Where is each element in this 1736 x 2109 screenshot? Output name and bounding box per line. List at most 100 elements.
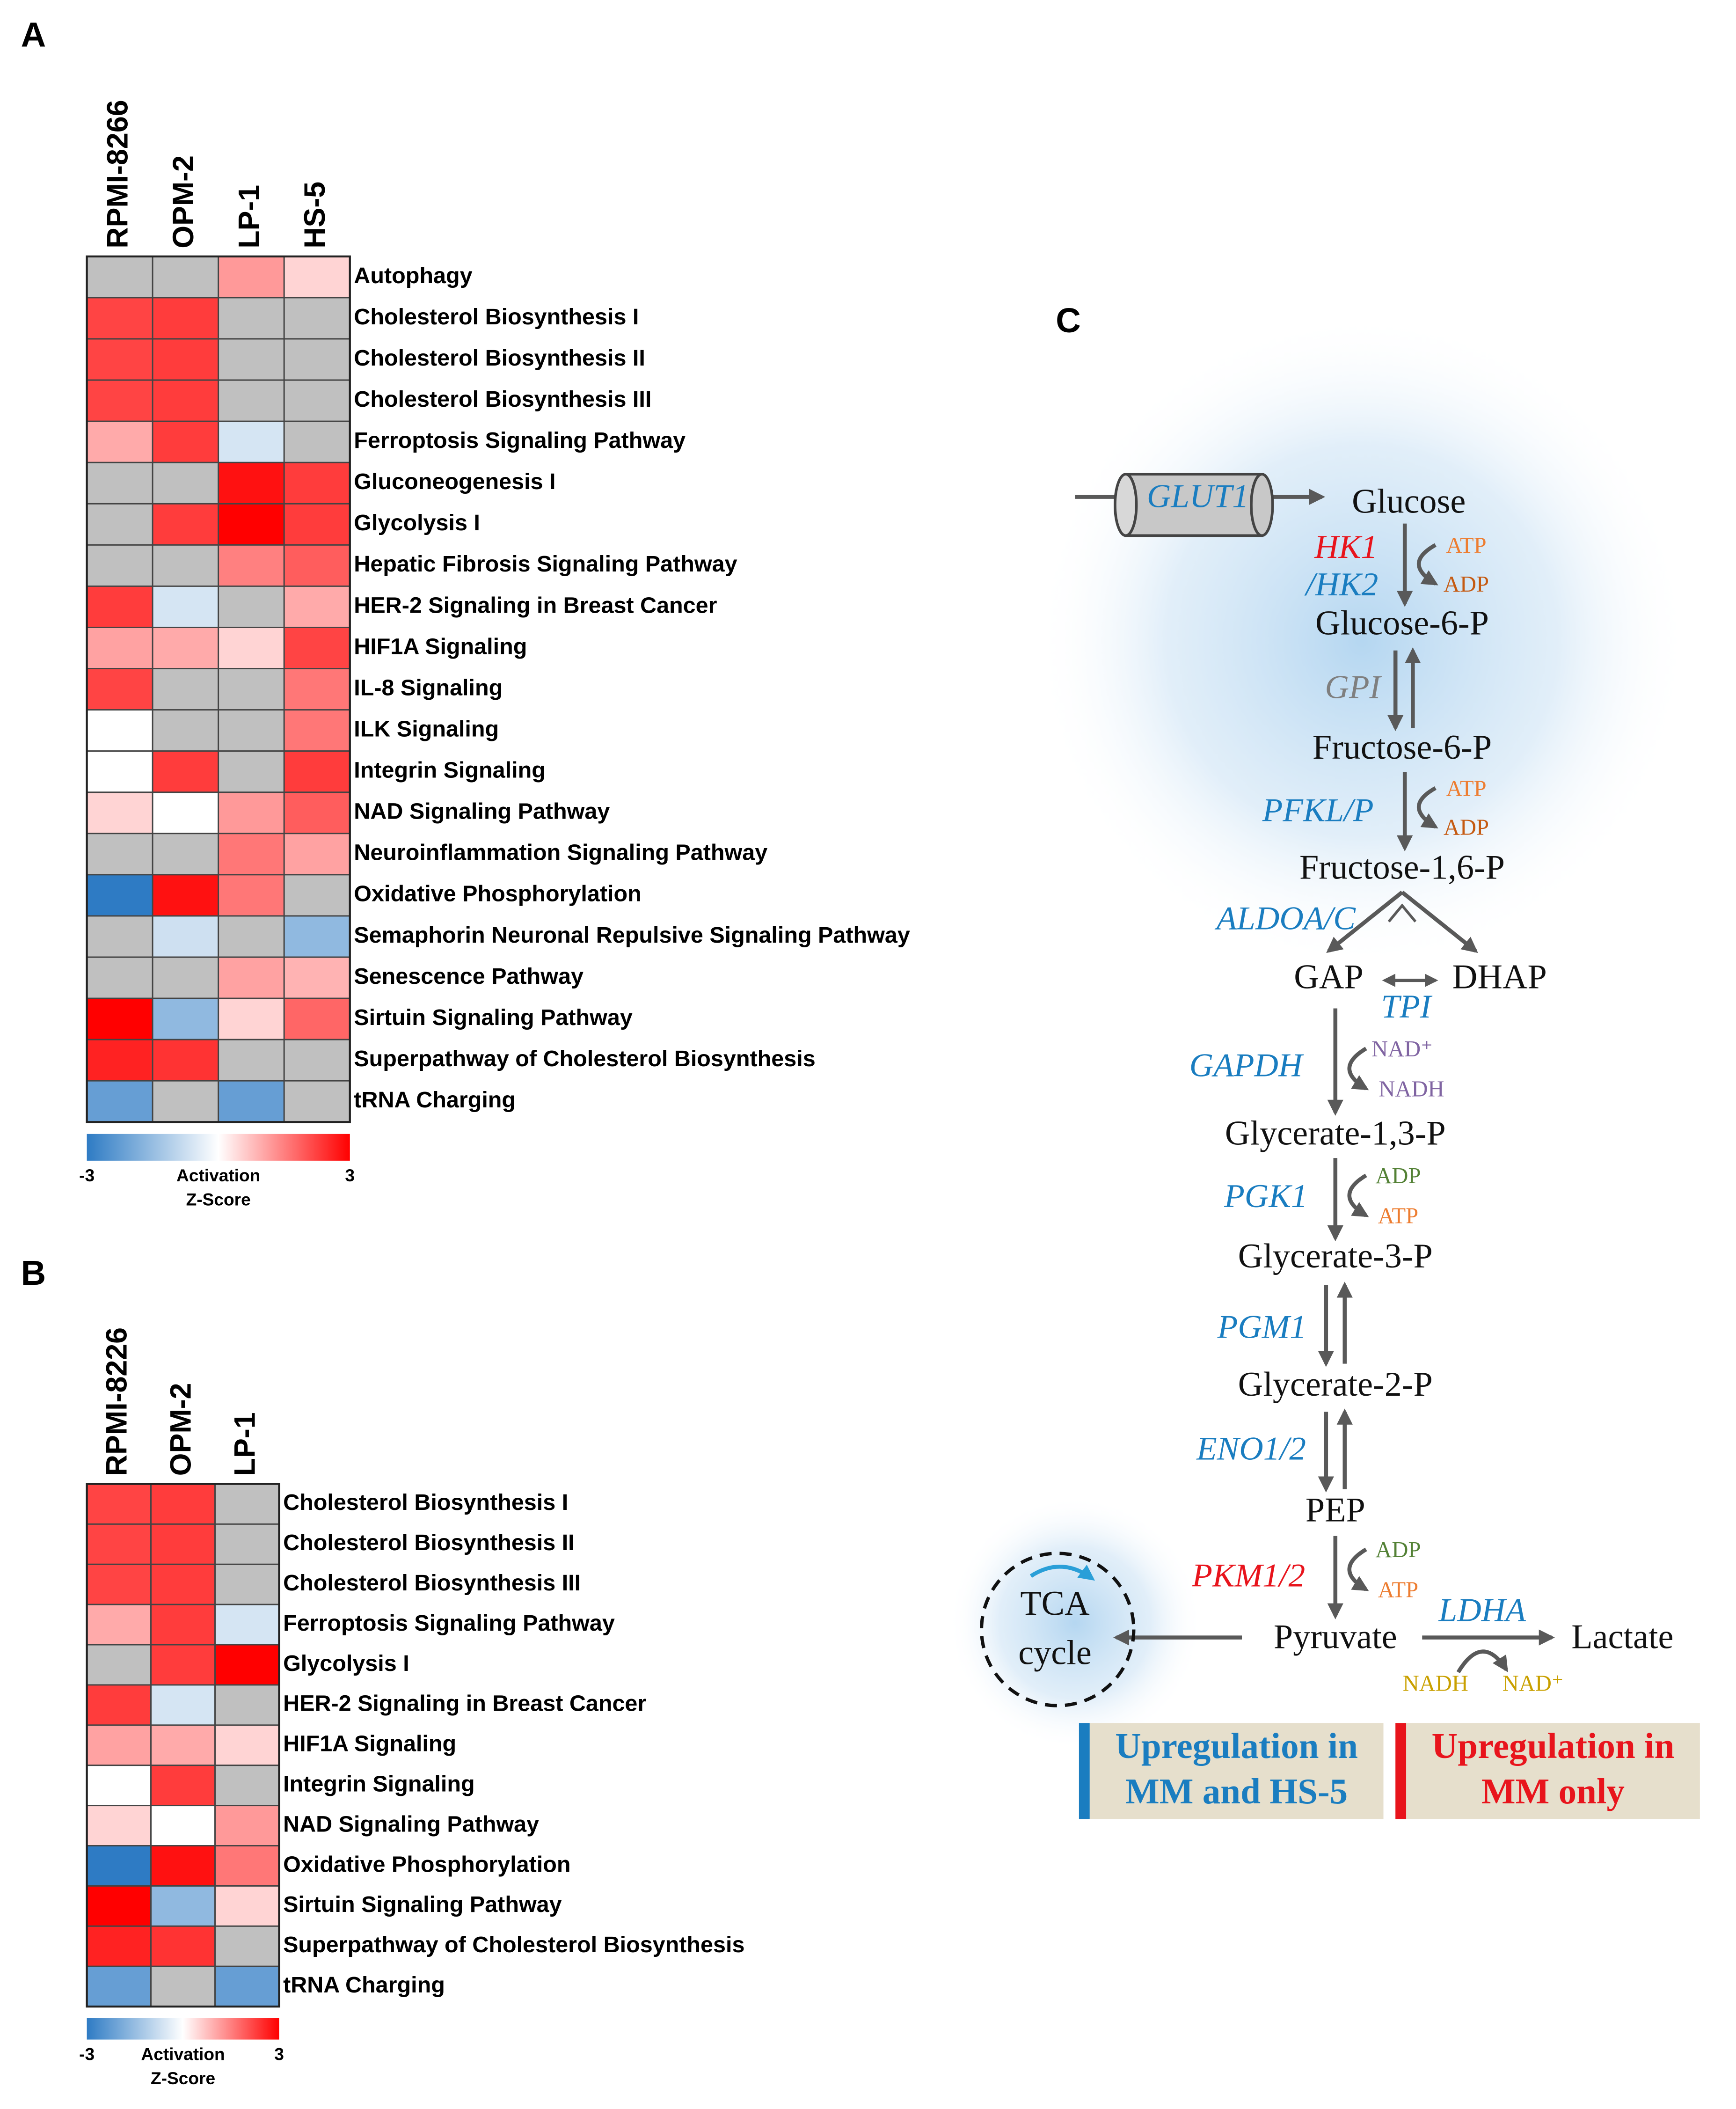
heatmap-cell: [86, 544, 153, 587]
colorbar-label: Activation: [141, 2044, 225, 2064]
row-label: NAD Signaling Pathway: [354, 799, 610, 824]
heatmap-cell: [152, 709, 219, 752]
heatmap-cell: [86, 1965, 152, 2007]
heatmap-cell: [218, 791, 285, 835]
heatmap-cell: [152, 420, 219, 463]
heatmap-cell: [86, 1724, 152, 1766]
heatmap-cell: [283, 1080, 351, 1123]
heatmap-cell: [86, 750, 153, 793]
heatmap-cell: [86, 1684, 152, 1726]
heatmap-cell: [214, 1845, 280, 1887]
heatmap-cell: [218, 833, 285, 876]
heatmap-cell: [214, 1563, 280, 1605]
heatmap-cell: [86, 668, 153, 711]
arrow: [1347, 1047, 1369, 1091]
heatmap-cell: [86, 256, 153, 299]
heatmap-cell: [218, 586, 285, 628]
colorbar-tick-label: -3: [79, 1165, 95, 1185]
heatmap-cell: [86, 833, 153, 876]
legend-bar: [1395, 1723, 1407, 1819]
row-label: HIF1A Signaling: [283, 1731, 456, 1757]
heatmap-cell: [283, 833, 351, 876]
heatmap-cell: [86, 1845, 152, 1887]
heatmap-cell: [283, 750, 351, 793]
heatmap-cell: [283, 709, 351, 752]
panel-label: C: [1056, 301, 1081, 340]
legend-text: MM only: [1481, 1771, 1625, 1811]
heatmap-cell: [283, 915, 351, 958]
row-label: Neuroinflammation Signaling Pathway: [354, 840, 767, 865]
row-label: Glycolysis I: [283, 1651, 409, 1676]
enzyme: GPI: [1325, 669, 1382, 706]
heatmap-cell: [218, 338, 285, 381]
panel-label: B: [21, 1253, 46, 1292]
heatmap-cell: [152, 833, 219, 876]
heatmaps: RPMI-8266 OPM-2 LP-1 HS-5 Autophagy Cholester…: [79, 100, 910, 2088]
heatmap-cell: [152, 915, 219, 958]
legend-box: [1079, 1723, 1384, 1819]
arrow: [1387, 903, 1417, 923]
enzyme: ENO1/2: [1196, 1430, 1306, 1467]
cofactor: ADP: [1375, 1164, 1421, 1188]
row-label: IL-8 Signaling: [354, 675, 503, 700]
colorbar-label: Activation: [176, 1165, 260, 1185]
row-label: HER-2 Signaling in Breast Cancer: [354, 593, 717, 618]
heatmap-cell: [86, 586, 153, 628]
cofactor: ATP: [1378, 1578, 1418, 1603]
heatmap-cell: [152, 379, 219, 422]
row-label: Cholesterol Biosynthesis I: [283, 1490, 568, 1515]
cofactor: ATP: [1446, 776, 1486, 801]
enzyme: ALDOA/C: [1215, 900, 1357, 937]
enzyme: LDHA: [1438, 1592, 1526, 1629]
heatmap-cell: [150, 1925, 216, 1967]
arrow: [1416, 543, 1438, 586]
cofactor: ATP: [1378, 1204, 1418, 1229]
enzyme: PFKL/P: [1262, 791, 1374, 828]
cofactor: NAD⁺: [1371, 1037, 1433, 1062]
colorbar-label: Z-Score: [151, 2068, 215, 2088]
heatmap-cell: [150, 1724, 216, 1766]
heatmap-cell: [214, 1604, 280, 1646]
row-label: tRNA Charging: [283, 1972, 445, 1998]
cycle-label: TCA: [1020, 1584, 1090, 1623]
heatmap-cell: [283, 627, 351, 669]
tca-cycle: [979, 1552, 1136, 1707]
heatmap-cell: [214, 1684, 280, 1726]
heatmap-cell: [152, 668, 219, 711]
heatmap-cell: [150, 1563, 216, 1605]
column-label: LP-1: [229, 1412, 262, 1476]
row-label: Sirtuin Signaling Pathway: [283, 1892, 562, 1917]
metabolite: Glucose-6-P: [1315, 604, 1489, 642]
row-label: NAD Signaling Pathway: [283, 1811, 539, 1837]
metabolite: DHAP: [1452, 958, 1547, 996]
column-label: LP-1: [233, 185, 266, 249]
heatmap-cell: [214, 1805, 280, 1846]
row-label: Oxidative Phosphorylation: [283, 1852, 570, 1877]
heatmap-cell: [150, 1523, 216, 1565]
heatmap-cell: [218, 503, 285, 546]
heatmap-cell: [218, 256, 285, 299]
heatmap-cell: [150, 1604, 216, 1646]
heatmap-cell: [152, 997, 219, 1040]
heatmap-cell: [86, 915, 153, 958]
metabolite: PEP: [1306, 1491, 1365, 1529]
heatmap-cell: [152, 297, 219, 340]
heatmap-cell: [152, 586, 219, 628]
row-label: tRNA Charging: [354, 1087, 516, 1113]
mito-glow: [948, 1496, 1202, 1750]
heatmap-border: [86, 1483, 280, 2008]
cofactor: ADP: [1444, 572, 1489, 597]
heatmap-cell: [218, 709, 285, 752]
row-label: Superpathway of Cholesterol Biosynthesis: [283, 1932, 744, 1957]
heatmap-cell: [152, 338, 219, 381]
metabolite: Fructose-1,6-P: [1299, 849, 1505, 887]
glycolysis-diagram: C GLUT1 Glucose Glucose-6-P: [948, 301, 1700, 1819]
heatmap-cell: [218, 750, 285, 793]
row-label: Cholesterol Biosynthesis II: [354, 345, 645, 371]
row-label: Autophagy: [354, 263, 472, 288]
metabolite: Glycerate-3-P: [1238, 1237, 1433, 1275]
row-label: Integrin Signaling: [283, 1772, 475, 1797]
row-label: HIF1A Signaling: [354, 634, 527, 659]
row-label: Integrin Signaling: [354, 758, 546, 783]
metabolite: GAP: [1294, 958, 1363, 996]
